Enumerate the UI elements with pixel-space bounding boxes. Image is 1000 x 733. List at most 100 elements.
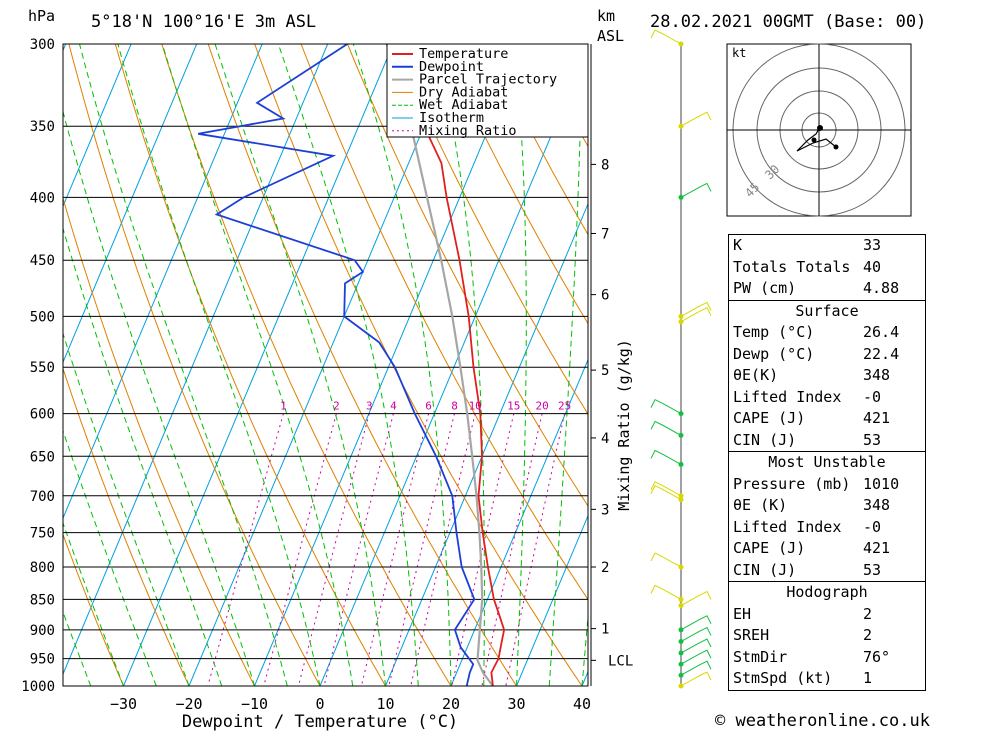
isotherm-line [188,44,460,686]
wind-profile [650,29,712,689]
mixing-ratio-label: 4 [390,400,397,413]
surface-temp-value: 26.4 [863,323,900,341]
plot-frame [62,43,589,687]
indices-hodograph: Hodograph EH 2 SREH 2 StmDir 76° StmSpd (kt… [728,581,926,691]
temperature-tick-label: 0 [315,695,324,713]
mu-pressure-value: 1010 [863,474,900,493]
k-index-label: K [733,236,743,254]
indices-table: K 33 Totals Totals 40 PW (cm) 4.88 Surface … [728,234,926,691]
pw-label: PW (cm) [733,279,797,297]
dry-adiabat-line [161,44,452,686]
legend-label: Parcel Trajectory [419,72,557,88]
datetime-label: 28.02.2021 00GMT (Base: 00) [650,12,927,32]
isotherm-line [319,46,588,686]
mixing-ratio-label: 3 [366,400,373,413]
pressure-tick-label: 700 [30,489,55,505]
pw-value: 4.88 [863,279,900,297]
indices-most-unstable: Most Unstable Pressure (mb) 1010 θE (K) 34… [728,451,926,581]
location-label: 5°18'N 100°16'E 3m ASL [91,12,317,32]
mixing-ratio-label: 15 [507,400,520,413]
pressure-tick-label: 950 [30,652,55,668]
height-tick-label: 3 [601,502,609,518]
isotherm-line [63,44,132,208]
temperature-tick-label: −20 [175,695,202,713]
wind-barb [650,481,682,497]
wind-barb [680,111,712,127]
most-unstable-title: Most Unstable [768,453,886,471]
hodograph-point [811,137,817,143]
mixing-ratio-line [410,413,476,686]
legend-label: Dewpoint [419,59,484,75]
wind-barb [680,615,712,631]
mu-cin-value: 53 [863,560,882,579]
asl-label: ASL [597,27,625,45]
hodograph: kt 30 45 [726,43,912,217]
stmdir-label: StmDir [733,647,788,666]
isotherm-line [63,44,329,676]
wet-adiabat-line [63,610,92,686]
pressure-tick-label: 400 [30,190,55,206]
dry-adiabat-line [63,533,124,686]
mu-li-value: -0 [863,517,882,536]
sreh-value: 2 [863,626,873,644]
height-tick-label: 8 [601,157,609,173]
isotherm-line [123,44,394,686]
wind-barb [650,29,682,45]
height-tick-label: 5 [601,363,609,379]
temperature-tick-label: 40 [573,695,591,713]
mixing-ratio-line [388,413,455,686]
surface-cin-value: 53 [863,430,882,449]
pressure-tick-label: 900 [30,623,55,639]
height-tick-label: 7 [601,226,609,242]
eh-value: 2 [863,604,873,623]
surface-title: Surface [795,301,859,320]
dry-adiabat-line [63,367,190,686]
mixing-ratio-label: 6 [425,400,432,413]
wind-barb-point [678,123,684,129]
hodograph-trace [796,126,837,152]
height-tick-label: 6 [601,288,609,304]
mixing-ratio-label: 2 [333,400,340,413]
isotherm-line [385,202,588,686]
k-index-value: 33 [863,236,882,254]
dry-adiabat-line [951,44,1000,686]
dry-adiabat-line [63,196,255,686]
mu-thetae-label: θE (K) [733,496,788,514]
wet-adiabat-line [63,332,190,686]
dry-adiabat-line [347,44,588,507]
pressure-tick-label: 800 [30,560,55,576]
wind-barb [680,638,712,654]
legend-label: Wet Adiabat [419,97,508,113]
mixing-ratio-label: 8 [451,400,458,413]
wet-adiabat-line [79,44,288,686]
temperature-tick-label: −30 [110,695,137,713]
legend-label: Dry Adiabat [419,84,508,100]
surface-cin-label: CIN (J) [733,430,797,449]
mu-li-label: Lifted Index [733,517,842,536]
mu-cin-label: CIN (J) [733,560,797,579]
mixing-ratio-line [360,413,430,686]
mu-cape-value: 421 [863,539,891,557]
dry-adiabat-line [486,44,588,236]
wet-adiabat-line [63,521,124,686]
mu-thetae-value: 348 [863,496,891,514]
dry-adiabat-line [439,44,588,325]
surface-dewp-value: 22.4 [863,344,900,363]
mixing-ratio-label: 25 [558,400,571,413]
hodograph-unit: kt [732,46,746,60]
mu-pressure-label: Pressure (mb) [733,474,851,493]
legend-label: Isotherm [419,110,484,126]
surface-li-value: -0 [863,387,882,406]
hodograph-title: Hodograph [786,583,868,601]
surface-cape-value: 421 [863,409,891,427]
copyright-link[interactable]: © weatheronline.co.uk [715,711,930,731]
stmspd-label: StmSpd (kt) [733,669,833,687]
surface-cape-label: CAPE (J) [733,409,806,427]
height-tick-label: 1 [601,622,609,638]
surface-thetae-label: θE(K) [733,366,779,384]
temperature-tick-label: 10 [376,695,394,713]
pressure-tick-label: 450 [30,253,55,269]
temperature-tick-label: −10 [241,695,268,713]
pressure-unit-label: hPa [28,7,56,25]
pressure-tick-label: 550 [30,360,55,376]
